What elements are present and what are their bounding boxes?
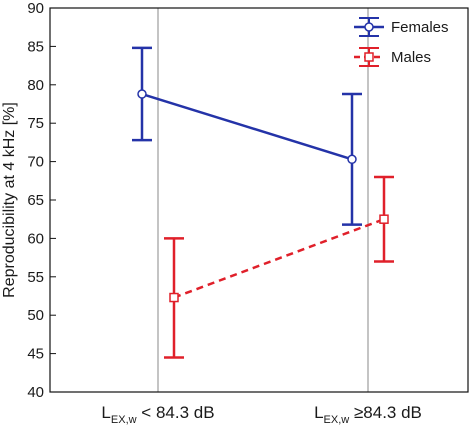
data-point (169, 292, 179, 303)
x-tick-label-sub: EX,w (324, 414, 350, 426)
y-tick-label: 40 (27, 384, 44, 401)
y-tick-label: 75 (27, 115, 44, 132)
y-tick-label: 55 (27, 269, 44, 286)
series-line-females (141, 92, 353, 161)
series-layer (132, 46, 394, 359)
series-line-males (173, 218, 385, 299)
x-tick-label-main: L (314, 403, 323, 422)
legend: Females Males (354, 17, 449, 67)
y-tick-label: 80 (27, 77, 44, 94)
y-tick-label: 85 (27, 38, 44, 55)
y-tick-label: 50 (27, 307, 44, 324)
y-tick-label: 65 (27, 192, 44, 209)
y-tick-label: 70 (27, 154, 44, 171)
data-point (137, 89, 147, 99)
x-tick-label-rest: ≥84.3 dB (349, 403, 422, 422)
legend-marker (364, 52, 374, 62)
legend-label: Males (391, 49, 431, 66)
y-tick-label: 60 (27, 230, 44, 247)
legend-marker (364, 22, 374, 32)
y-axis-title: Reproducibility at 4 kHz [%] (1, 102, 18, 298)
x-axis-labels: LEX,w < 84.3 dB LEX,w ≥84.3 dB (101, 403, 421, 426)
legend-item-males: Males (354, 47, 431, 67)
x-tick-label-0: LEX,w < 84.3 dB (101, 403, 214, 426)
x-tick-label-1: LEX,w ≥84.3 dB (314, 403, 422, 426)
x-tick-label-main: L (101, 403, 110, 422)
data-point (379, 214, 389, 224)
legend-item-females: Females (354, 17, 449, 37)
y-tick-label: 45 (27, 346, 44, 363)
series-males (164, 175, 394, 359)
data-point (347, 154, 357, 165)
grid-layer (157, 8, 369, 392)
x-tick-label-rest: < 84.3 dB (137, 403, 215, 422)
y-tick-label: 90 (27, 0, 44, 17)
x-tick-label-sub: EX,w (111, 414, 137, 426)
series-females (132, 46, 362, 226)
y-axis-ticks: 40 45 50 55 60 65 70 75 80 85 90 (27, 0, 56, 401)
legend-label: Females (391, 19, 449, 36)
